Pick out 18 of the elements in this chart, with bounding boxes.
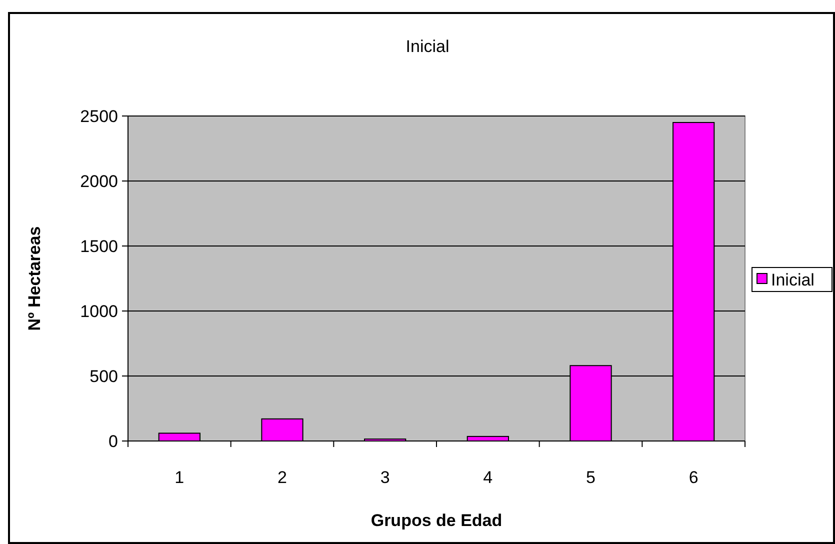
y-tick-label: 1500 [80,236,118,256]
y-tick-label: 500 [90,366,118,386]
y-axis-title: Nº Hectareas [25,226,44,331]
y-tick-label: 1000 [80,302,118,321]
x-tick-label: 6 [688,468,698,487]
chart-title: Inicial [406,37,450,56]
bar [261,418,304,442]
y-tick-label: 2000 [80,172,118,191]
y-tick-label: 0 [108,432,118,451]
x-tick-label: 4 [483,468,493,487]
x-tick-label: 3 [380,468,390,487]
x-axis-title: Grupos de Edad [370,511,502,530]
legend-label: Inicial [771,270,814,290]
x-tick-label: 1 [174,468,184,487]
bar [158,432,200,442]
y-tick-label: 2500 [80,106,118,126]
x-tick-label: 5 [586,468,596,487]
x-tick-label: 2 [278,468,287,487]
